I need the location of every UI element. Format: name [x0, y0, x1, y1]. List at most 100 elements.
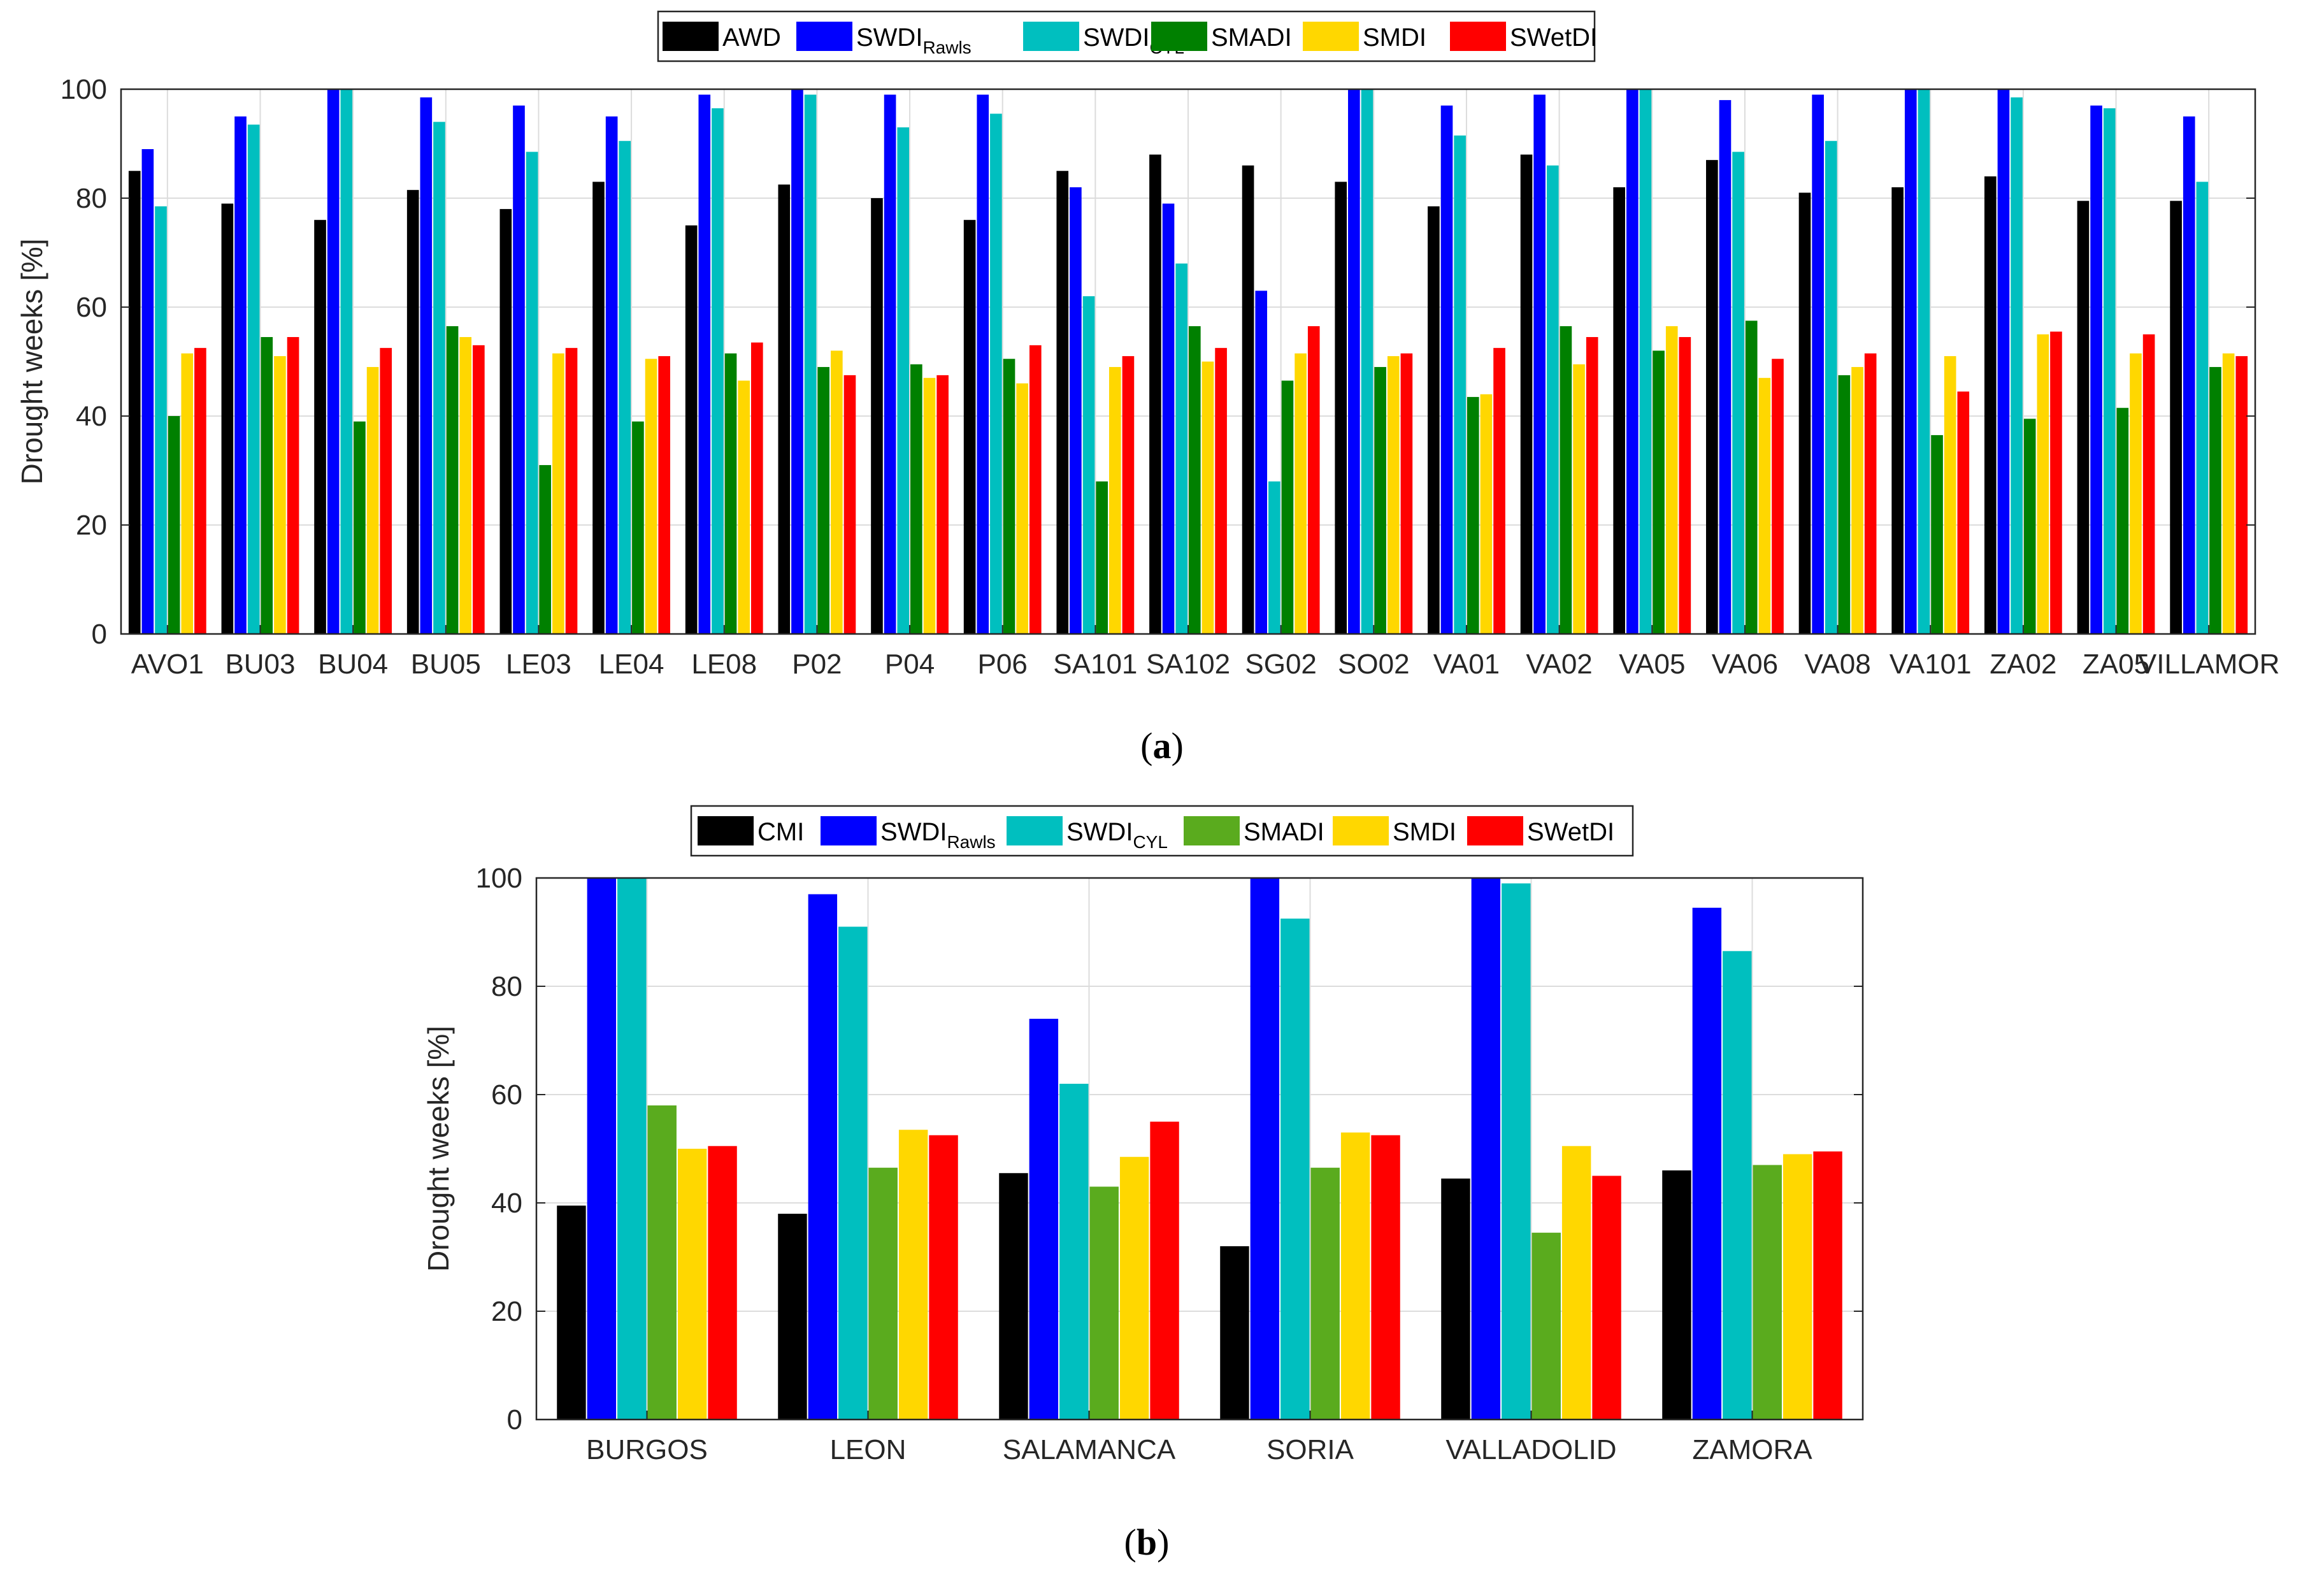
bar-swdi-cyl-sg02 — [1268, 481, 1280, 634]
bar-cmi-salamanca — [999, 1173, 1028, 1420]
bar-awd-le08 — [685, 225, 698, 634]
bar-swdi-rawls-sa101 — [1070, 187, 1082, 634]
legend-label: SWDIRawls — [856, 24, 972, 57]
bar-smdi-bu05 — [459, 337, 472, 634]
bar-swdi-rawls-sg02 — [1255, 291, 1268, 635]
bar-swdi-cyl-zamora — [1723, 951, 1752, 1420]
bar-swetdi-p02 — [843, 375, 856, 634]
bar-swdi-cyl-va06 — [1732, 152, 1744, 634]
x-tick-label: ZA05 — [2083, 649, 2149, 680]
x-tick-label: BU04 — [318, 649, 388, 680]
y-axis-label: Drought weeks [%] — [422, 1026, 455, 1272]
bar-smadi-le08 — [724, 353, 737, 634]
y-tick-label: 0 — [507, 1404, 522, 1435]
bar-smdi-zamora — [1782, 1154, 1812, 1420]
bar-smdi-va06 — [1758, 378, 1771, 634]
bar-cmi-zamora — [1662, 1170, 1691, 1420]
legend-swatch — [1303, 22, 1359, 51]
bar-smdi-za02 — [2037, 334, 2049, 634]
bar-smdi-va05 — [1665, 326, 1678, 634]
bar-awd-za02 — [1984, 176, 1997, 634]
bar-swdi-rawls-va08 — [1812, 94, 1824, 635]
bar-smdi-salamanca — [1119, 1156, 1149, 1420]
bar-swdi-cyl-soria — [1280, 918, 1310, 1420]
x-tick-label: SO02 — [1338, 649, 1410, 680]
plot-area — [536, 878, 1863, 1420]
bar-smadi-so02 — [1374, 367, 1386, 634]
bar-swdi-rawls-zamora — [1692, 907, 1722, 1420]
bar-swdi-rawls-va101 — [1904, 89, 1917, 634]
bar-awd-p02 — [778, 184, 791, 634]
bar-swdi-rawls-bu05 — [420, 97, 433, 634]
bar-swetdi-p06 — [1029, 345, 1042, 634]
bar-swetdi-avo1 — [194, 348, 206, 634]
bar-awd-bu04 — [314, 220, 326, 634]
bar-smadi-za02 — [2023, 419, 2036, 634]
x-tick-label: VA08 — [1804, 649, 1870, 680]
legend-item: SMADI — [1151, 22, 1292, 52]
bar-smdi-le03 — [552, 353, 564, 634]
bar-smadi-va02 — [1560, 326, 1572, 634]
y-tick-label: 60 — [76, 292, 107, 323]
legend-item: SWDICYL — [1007, 816, 1168, 852]
legend-swatch — [1007, 816, 1063, 845]
bar-awd-va01 — [1428, 206, 1440, 634]
bar-swdi-cyl-leon — [838, 926, 868, 1420]
legend-label: SMADI — [1244, 818, 1324, 846]
bar-smadi-villamor — [2209, 367, 2221, 634]
x-tick-label: VA06 — [1712, 649, 1778, 680]
bar-smadi-sa101 — [1096, 481, 1108, 634]
bar-smdi-p06 — [1016, 383, 1028, 634]
bar-swdi-rawls-bu04 — [327, 89, 340, 634]
bar-swetdi-va05 — [1679, 337, 1691, 634]
bar-smdi-va08 — [1851, 367, 1863, 634]
bar-swetdi-za05 — [2142, 334, 2155, 634]
x-tick-label: BURGOS — [586, 1434, 708, 1465]
bar-swetdi-bu05 — [473, 345, 485, 634]
axes-box — [535, 877, 1864, 1421]
legend: CMI SWDIRawls SWDICYL SMADI SMDI SWetDI — [690, 805, 1634, 857]
bar-swetdi-leon — [929, 1135, 958, 1420]
bar-swdi-cyl-le03 — [526, 152, 538, 634]
bar-swetdi-le08 — [751, 342, 763, 634]
bar-cmi-leon — [778, 1214, 807, 1420]
bar-smdi-bu04 — [366, 367, 379, 634]
bar-awd-va08 — [1798, 192, 1811, 634]
bar-swetdi-sa102 — [1215, 348, 1227, 634]
y-tick-label: 100 — [476, 863, 522, 894]
bar-swdi-rawls-sa102 — [1162, 203, 1175, 634]
bar-swdi-cyl-burgos — [617, 878, 647, 1420]
y-axis-label: Drought weeks [%] — [15, 238, 48, 484]
bar-swdi-rawls-p04 — [884, 94, 896, 635]
x-tick-label: LEON — [830, 1434, 907, 1465]
bar-smdi-sa102 — [1201, 361, 1214, 634]
bar-swdi-cyl-p04 — [897, 127, 910, 635]
bar-smdi-so02 — [1387, 356, 1400, 634]
bar-swdi-rawls-villamor — [2183, 116, 2195, 634]
bar-awd-avo1 — [128, 171, 141, 634]
legend: AWDSWDIRawlsSWDICYLSMADISMDISWetDI — [657, 10, 1597, 62]
bar-swdi-cyl-p02 — [804, 94, 817, 635]
bar-awd-sg02 — [1242, 165, 1254, 634]
x-tick-label: BU05 — [411, 649, 481, 680]
x-tick-label: P06 — [978, 649, 1028, 680]
bar-swdi-cyl-za05 — [2103, 108, 2116, 635]
x-tick-label: VALLADOLID — [1445, 1434, 1616, 1465]
bar-swetdi-bu03 — [287, 337, 299, 634]
legend-swatch — [1333, 816, 1389, 845]
bar-swdi-cyl-va08 — [1825, 141, 1837, 635]
legend-item: SMDI — [1333, 816, 1456, 846]
bar-swdi-cyl-bu03 — [247, 124, 260, 634]
bar-swdi-rawls-burgos — [587, 878, 617, 1420]
bar-smadi-bu03 — [261, 337, 273, 634]
x-tick-label: SALAMANCA — [1003, 1434, 1176, 1465]
y-tick-label: 80 — [491, 971, 522, 1002]
bar-swetdi-le03 — [565, 348, 578, 634]
legend-label: CMI — [757, 818, 804, 846]
bar-swdi-rawls-p06 — [977, 94, 989, 635]
legend-label: SWDIRawls — [880, 818, 996, 852]
bar-swetdi-le04 — [658, 356, 670, 634]
bar-smadi-bu04 — [354, 421, 366, 634]
bar-awd-va101 — [1891, 187, 1904, 634]
x-tick-label: ZAMORA — [1692, 1434, 1812, 1465]
